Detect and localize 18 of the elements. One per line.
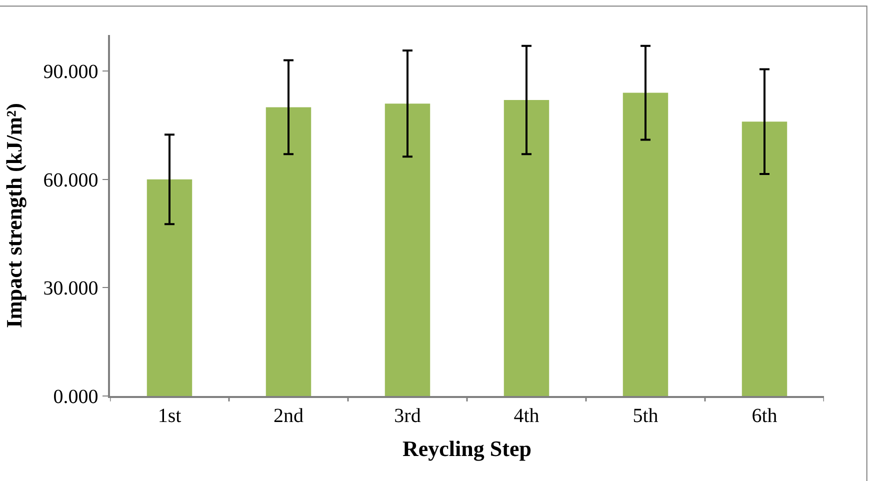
x-tick-label: 4th bbox=[514, 404, 540, 427]
bar bbox=[742, 122, 788, 396]
x-axis-title: Reycling Step bbox=[402, 436, 532, 462]
x-tick-label: 5th bbox=[632, 404, 658, 427]
y-tick-label: 30.000 bbox=[43, 278, 98, 300]
y-tick-label: 0.000 bbox=[53, 386, 98, 408]
bar bbox=[622, 92, 668, 396]
x-tick-label: 2nd bbox=[274, 404, 304, 427]
x-tick-label: 6th bbox=[752, 404, 778, 427]
y-tick-label: 60.000 bbox=[43, 169, 98, 192]
bar bbox=[266, 107, 312, 396]
bar bbox=[146, 179, 192, 396]
y-tick-label: 90.000 bbox=[43, 61, 98, 84]
bar bbox=[504, 100, 550, 396]
x-tick-label: 1st bbox=[158, 404, 182, 427]
y-axis-title: Impact strength (kJ/m²) bbox=[2, 103, 27, 328]
x-tick-label: 3rd bbox=[394, 404, 421, 427]
bar bbox=[384, 104, 430, 396]
